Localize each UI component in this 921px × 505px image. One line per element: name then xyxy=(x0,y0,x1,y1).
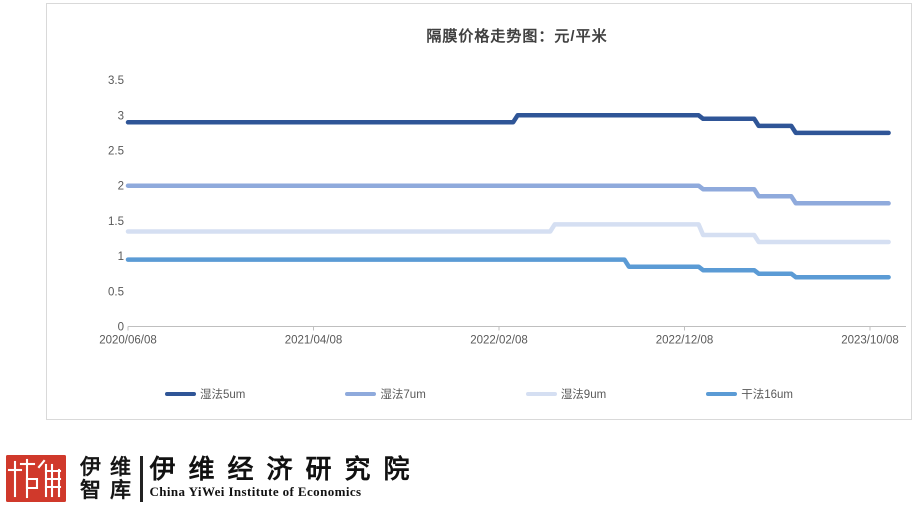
chart-legend: 湿法5um 湿法7um 湿法9um 干法16um xyxy=(165,385,793,403)
org-name-cn: 伊维经济研究院 xyxy=(149,454,423,484)
y-axis-tick-label: 3 xyxy=(118,110,124,122)
series-line-干法16um xyxy=(125,257,891,280)
brand-name-cn-line2: 智库 xyxy=(80,479,140,502)
x-axis-tick-label: 2022/12/08 xyxy=(656,335,714,347)
x-axis-tick-label: 2023/10/08 xyxy=(841,335,899,347)
series-line-湿法5um xyxy=(125,113,891,136)
legend-swatch-icon xyxy=(525,391,557,397)
legend-swatch-icon xyxy=(706,391,738,397)
legend-item-干法16um: 干法16um xyxy=(706,386,793,402)
org-name-en: China YiWei Institute of Economics xyxy=(149,484,362,499)
legend-label: 干法16um xyxy=(741,389,793,401)
series-line-湿法9um xyxy=(125,222,891,245)
x-axis-tick-label: 2021/04/08 xyxy=(285,335,343,347)
legend-item-湿法9um: 湿法9um xyxy=(525,386,607,402)
y-axis-tick-label: 2 xyxy=(118,181,124,193)
legend-label: 湿法5um xyxy=(200,389,246,401)
logo-divider xyxy=(140,456,143,502)
legend-item-湿法7um: 湿法7um xyxy=(345,386,426,402)
y-axis-tick-label: 1.5 xyxy=(108,216,124,228)
x-axis-tick-label: 2022/02/08 xyxy=(470,335,528,347)
yiwei-seal-icon xyxy=(6,455,66,502)
legend-item-湿法5um: 湿法5um xyxy=(165,386,245,402)
legend-swatch-icon xyxy=(345,391,377,397)
series-line-湿法7um xyxy=(125,183,891,206)
x-axis-tick-label: 2020/06/08 xyxy=(99,335,157,347)
brand-name-cn: 伊维 智库 xyxy=(80,456,140,502)
chart-title: 隔膜价格走势图：元/平米 xyxy=(426,28,608,45)
legend-label: 湿法9um xyxy=(560,389,607,401)
price-trend-chart-card: 隔膜价格走势图：元/平米 2020/06/08 2021/04/08 2022/02… xyxy=(46,3,912,420)
brand-name-cn-line1: 伊维 xyxy=(80,456,140,479)
y-axis-tick-label: 3.5 xyxy=(108,75,124,87)
y-axis-tick-label: 0.5 xyxy=(108,286,124,298)
legend-label: 湿法7um xyxy=(380,389,426,401)
yiwei-logo-block: 伊维 智库 伊维经济研究院 China YiWei Institute of E… xyxy=(6,455,423,502)
y-axis-tick-label: 0 xyxy=(118,322,124,334)
y-axis-tick-label: 2.5 xyxy=(108,146,124,158)
legend-swatch-icon xyxy=(165,391,196,397)
y-axis-tick-label: 1 xyxy=(118,251,124,263)
chart-plot-area: 2020/06/08 2021/04/08 2022/02/08 2022/12/08… xyxy=(99,75,906,347)
